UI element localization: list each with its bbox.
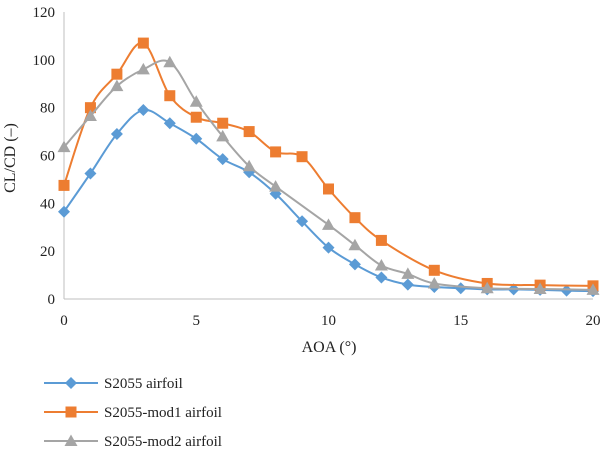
data-point bbox=[375, 271, 388, 284]
series-line bbox=[63, 59, 594, 291]
data-point bbox=[374, 259, 388, 271]
legend-label: S2055-mod1 airfoil bbox=[104, 405, 222, 421]
data-point bbox=[164, 90, 176, 102]
data-point bbox=[349, 212, 361, 224]
y-tick-label: 20 bbox=[40, 244, 55, 260]
data-point bbox=[560, 284, 573, 297]
legend-item: S2055-mod2 airfoil bbox=[44, 434, 222, 450]
legend-marker bbox=[65, 377, 77, 389]
data-point bbox=[296, 151, 308, 163]
data-point bbox=[58, 179, 70, 191]
series-1 bbox=[58, 104, 599, 298]
data-point bbox=[427, 276, 441, 289]
data-point bbox=[216, 153, 229, 166]
data-point bbox=[323, 183, 334, 195]
y-tick-label: 60 bbox=[40, 149, 55, 165]
data-point bbox=[375, 234, 387, 246]
data-point bbox=[163, 117, 176, 130]
data-point bbox=[322, 241, 335, 254]
data-point bbox=[401, 267, 415, 279]
x-tick-label: 15 bbox=[453, 313, 468, 329]
data-point bbox=[110, 127, 123, 140]
data-point bbox=[270, 146, 282, 158]
data-point bbox=[586, 283, 600, 295]
legend-label: S2055 airfoil bbox=[104, 376, 183, 392]
data-point bbox=[242, 159, 256, 172]
data-point bbox=[83, 109, 97, 122]
axes bbox=[63, 12, 593, 300]
series-2 bbox=[58, 37, 599, 292]
data-point bbox=[401, 278, 414, 291]
y-tick-labels: 0 20 40 60 80 100 120 bbox=[33, 5, 56, 308]
series-3 bbox=[57, 55, 600, 295]
series-group bbox=[57, 37, 600, 298]
legend-label: S2055-mod2 airfoil bbox=[104, 434, 222, 450]
data-point bbox=[110, 79, 124, 92]
data-point bbox=[480, 281, 494, 294]
y-tick-label: 40 bbox=[40, 196, 55, 212]
data-point bbox=[137, 104, 150, 117]
data-point bbox=[217, 117, 229, 129]
legend-marker bbox=[64, 434, 78, 446]
data-point bbox=[190, 111, 202, 123]
data-point bbox=[189, 95, 203, 107]
data-point bbox=[243, 126, 255, 138]
x-tick-label: 5 bbox=[193, 313, 201, 329]
data-point bbox=[163, 55, 177, 68]
y-tick-label: 120 bbox=[33, 5, 56, 21]
y-tick-label: 80 bbox=[40, 101, 55, 117]
legend-marker bbox=[65, 406, 77, 418]
data-point bbox=[190, 132, 203, 145]
data-point bbox=[84, 167, 97, 180]
data-point bbox=[57, 140, 71, 153]
y-tick-label: 100 bbox=[33, 53, 56, 69]
data-point bbox=[84, 102, 96, 114]
data-point bbox=[428, 264, 440, 276]
x-tick-label: 0 bbox=[60, 313, 68, 329]
data-point bbox=[348, 258, 361, 271]
x-axis-title: AOA (°) bbox=[302, 339, 357, 356]
data-point bbox=[137, 37, 149, 49]
data-point bbox=[269, 180, 283, 192]
legend-item: S2055-mod1 airfoil bbox=[44, 405, 222, 421]
y-axis-title: CL/CD (–) bbox=[2, 123, 19, 193]
x-tick-label: 10 bbox=[321, 313, 336, 329]
data-point bbox=[296, 215, 309, 228]
x-tick-labels: 0 5 10 15 20 bbox=[60, 313, 600, 329]
x-tick-label: 20 bbox=[586, 313, 600, 329]
data-point bbox=[533, 282, 547, 294]
y-tick-label: 0 bbox=[48, 292, 56, 308]
data-point bbox=[322, 218, 335, 230]
data-point bbox=[58, 205, 70, 218]
legend: S2055 airfoil S2055-mod1 airfoil S2055-mod… bbox=[44, 376, 222, 450]
data-point bbox=[216, 129, 230, 142]
data-point bbox=[348, 238, 362, 251]
legend-item: S2055 airfoil bbox=[44, 376, 183, 392]
data-point bbox=[111, 68, 123, 80]
series-line bbox=[63, 108, 594, 293]
data-point bbox=[454, 282, 467, 295]
data-point bbox=[136, 62, 150, 75]
